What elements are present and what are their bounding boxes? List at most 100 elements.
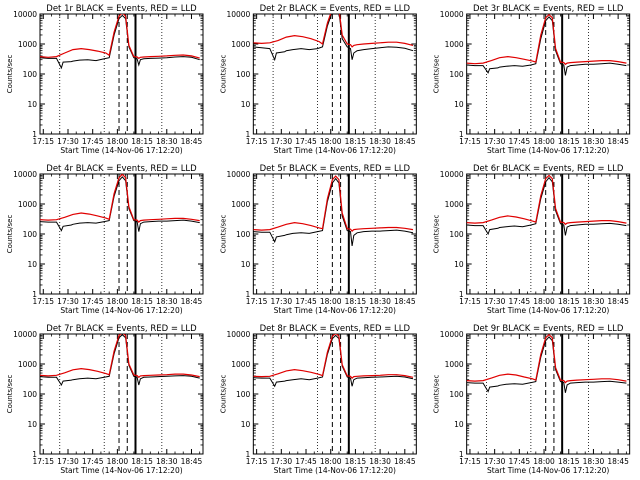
plot-data-area bbox=[253, 174, 414, 294]
x-tick-label: 18:15 bbox=[345, 457, 367, 466]
plot-frame bbox=[39, 173, 204, 295]
y-tick-label: 1000 bbox=[231, 360, 250, 369]
x-tick-label: 17:30 bbox=[57, 457, 79, 466]
lld-series-line bbox=[40, 334, 200, 379]
y-tick-label: 10 bbox=[454, 100, 464, 109]
y-tick-label: 100 bbox=[449, 230, 464, 239]
plot-frame bbox=[39, 333, 204, 455]
x-tick-label: 18:30 bbox=[369, 137, 391, 146]
y-axis-label: Counts/sec bbox=[6, 55, 14, 94]
x-tick-label: 18:30 bbox=[156, 137, 178, 146]
x-tick-label: 17:15 bbox=[459, 137, 481, 146]
detector-panel-8: Det 8r BLACK = Events, RED = LLD 1 10 100 10… bbox=[219, 324, 417, 475]
y-tick-label: 100 bbox=[236, 230, 251, 239]
x-tick-label: 17:45 bbox=[509, 297, 531, 306]
y-tick-label: 10000 bbox=[13, 170, 37, 179]
x-axis-label: Start Time (14-Nov-06 17:12:20) bbox=[487, 146, 609, 155]
lld-series-line bbox=[466, 14, 627, 66]
y-tick-label: 100 bbox=[23, 390, 38, 399]
x-tick-label: 18:00 bbox=[320, 137, 342, 146]
x-tick-label: 18:45 bbox=[607, 297, 629, 306]
x-tick-label: 18:00 bbox=[320, 457, 342, 466]
x-axis-label: Start Time (14-Nov-06 17:12:20) bbox=[60, 306, 182, 315]
y-tick-label: 100 bbox=[236, 390, 251, 399]
y-tick-label: 1 bbox=[32, 450, 37, 459]
y-tick-label: 100 bbox=[23, 70, 38, 79]
panel-title: Det 7r BLACK = Events, RED = LLD bbox=[46, 324, 197, 334]
detector-panel-6: Det 6r BLACK = Events, RED = LLD 1 10 100 10… bbox=[433, 164, 631, 315]
events-series-line bbox=[466, 336, 627, 393]
x-tick-label: 17:15 bbox=[246, 297, 268, 306]
x-tick-label: 17:45 bbox=[295, 457, 317, 466]
x-tick-label: 18:45 bbox=[394, 297, 416, 306]
y-axis-label: Counts/sec bbox=[433, 375, 441, 414]
x-axis-label: Start Time (14-Nov-06 17:12:20) bbox=[274, 306, 396, 315]
plot-data-area bbox=[40, 174, 200, 294]
y-axis-label: Counts/sec bbox=[219, 375, 227, 414]
x-tick-label: 18:00 bbox=[533, 297, 555, 306]
x-tick-label: 17:45 bbox=[82, 457, 104, 466]
lld-series-line bbox=[40, 174, 200, 223]
plot-data-area bbox=[466, 334, 627, 454]
y-tick-label: 1 bbox=[246, 290, 251, 299]
events-series-line bbox=[466, 16, 627, 76]
detector-panel-3: Det 3r BLACK = Events, RED = LLD 1 10 100 10… bbox=[433, 4, 631, 155]
x-tick-label: 17:30 bbox=[271, 297, 293, 306]
x-tick-label: 17:30 bbox=[484, 457, 506, 466]
y-axis-label: Counts/sec bbox=[219, 55, 227, 94]
events-series-line bbox=[40, 14, 200, 70]
x-tick-label: 18:30 bbox=[156, 457, 178, 466]
x-tick-label: 18:15 bbox=[131, 297, 153, 306]
y-tick-label: 10 bbox=[27, 420, 37, 429]
panel-title: Det 2r BLACK = Events, RED = LLD bbox=[260, 4, 411, 14]
y-tick-label: 100 bbox=[449, 390, 464, 399]
y-tick-label: 1 bbox=[32, 130, 37, 139]
plot-frame bbox=[466, 13, 631, 135]
panel-title: Det 8r BLACK = Events, RED = LLD bbox=[260, 324, 411, 334]
x-tick-label: 18:30 bbox=[583, 297, 605, 306]
x-tick-label: 17:15 bbox=[459, 297, 481, 306]
x-tick-label: 17:45 bbox=[509, 457, 531, 466]
lld-series-line bbox=[466, 174, 627, 226]
x-tick-label: 18:15 bbox=[558, 457, 580, 466]
y-tick-label: 1 bbox=[459, 130, 464, 139]
y-tick-label: 10 bbox=[27, 100, 37, 109]
y-tick-label: 10 bbox=[241, 100, 251, 109]
y-tick-label: 100 bbox=[449, 70, 464, 79]
y-tick-label: 10 bbox=[241, 260, 251, 269]
panel-title: Det 3r BLACK = Events, RED = LLD bbox=[473, 4, 624, 14]
plot-frame bbox=[466, 173, 631, 295]
y-axis-label: Counts/sec bbox=[433, 215, 441, 254]
events-series-line bbox=[253, 14, 414, 62]
x-tick-label: 18:15 bbox=[345, 297, 367, 306]
x-tick-label: 18:15 bbox=[558, 137, 580, 146]
x-tick-label: 17:15 bbox=[32, 137, 54, 146]
plot-data-area bbox=[466, 14, 627, 134]
x-tick-label: 17:30 bbox=[484, 137, 506, 146]
events-series-line bbox=[466, 176, 627, 236]
x-tick-label: 17:30 bbox=[271, 137, 293, 146]
x-tick-label: 18:00 bbox=[107, 297, 129, 306]
x-tick-label: 18:00 bbox=[320, 297, 342, 306]
y-tick-label: 1000 bbox=[18, 360, 37, 369]
x-axis-label: Start Time (14-Nov-06 17:12:20) bbox=[487, 466, 609, 475]
y-tick-label: 1000 bbox=[18, 40, 37, 49]
events-series-line bbox=[253, 177, 414, 246]
y-tick-label: 10000 bbox=[440, 170, 464, 179]
x-tick-label: 18:30 bbox=[583, 137, 605, 146]
x-tick-label: 18:45 bbox=[394, 457, 416, 466]
y-tick-label: 1 bbox=[246, 130, 251, 139]
x-tick-label: 17:30 bbox=[57, 297, 79, 306]
plot-frame bbox=[252, 13, 417, 135]
y-tick-label: 10000 bbox=[226, 170, 250, 179]
plot-frame bbox=[466, 333, 631, 455]
panel-title: Det 5r BLACK = Events, RED = LLD bbox=[260, 164, 411, 174]
panel-title: Det 4r BLACK = Events, RED = LLD bbox=[46, 164, 197, 174]
lld-series-line bbox=[253, 14, 414, 48]
x-tick-label: 17:45 bbox=[82, 297, 104, 306]
plot-data-area bbox=[40, 14, 200, 134]
panel-title: Det 6r BLACK = Events, RED = LLD bbox=[473, 164, 624, 174]
y-tick-label: 10000 bbox=[13, 10, 37, 19]
y-tick-label: 10000 bbox=[440, 10, 464, 19]
x-tick-label: 17:15 bbox=[32, 457, 54, 466]
